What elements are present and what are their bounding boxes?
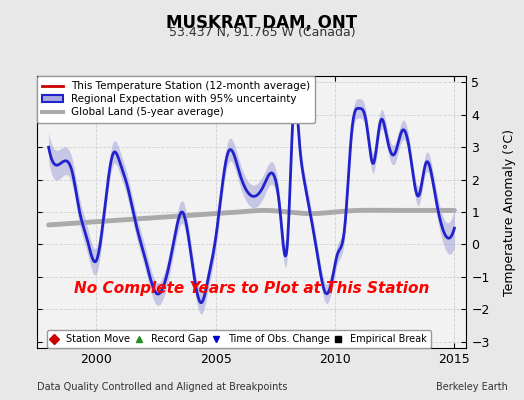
Text: MUSKRAT DAM, ONT: MUSKRAT DAM, ONT: [167, 14, 357, 32]
Y-axis label: Temperature Anomaly (°C): Temperature Anomaly (°C): [504, 128, 517, 296]
Text: Data Quality Controlled and Aligned at Breakpoints: Data Quality Controlled and Aligned at B…: [37, 382, 287, 392]
Legend: Station Move, Record Gap, Time of Obs. Change, Empirical Break: Station Move, Record Gap, Time of Obs. C…: [47, 330, 431, 348]
Text: 53.437 N, 91.765 W (Canada): 53.437 N, 91.765 W (Canada): [169, 26, 355, 39]
Text: No Complete Years to Plot at This Station: No Complete Years to Plot at This Statio…: [74, 281, 429, 296]
Text: Berkeley Earth: Berkeley Earth: [436, 382, 508, 392]
